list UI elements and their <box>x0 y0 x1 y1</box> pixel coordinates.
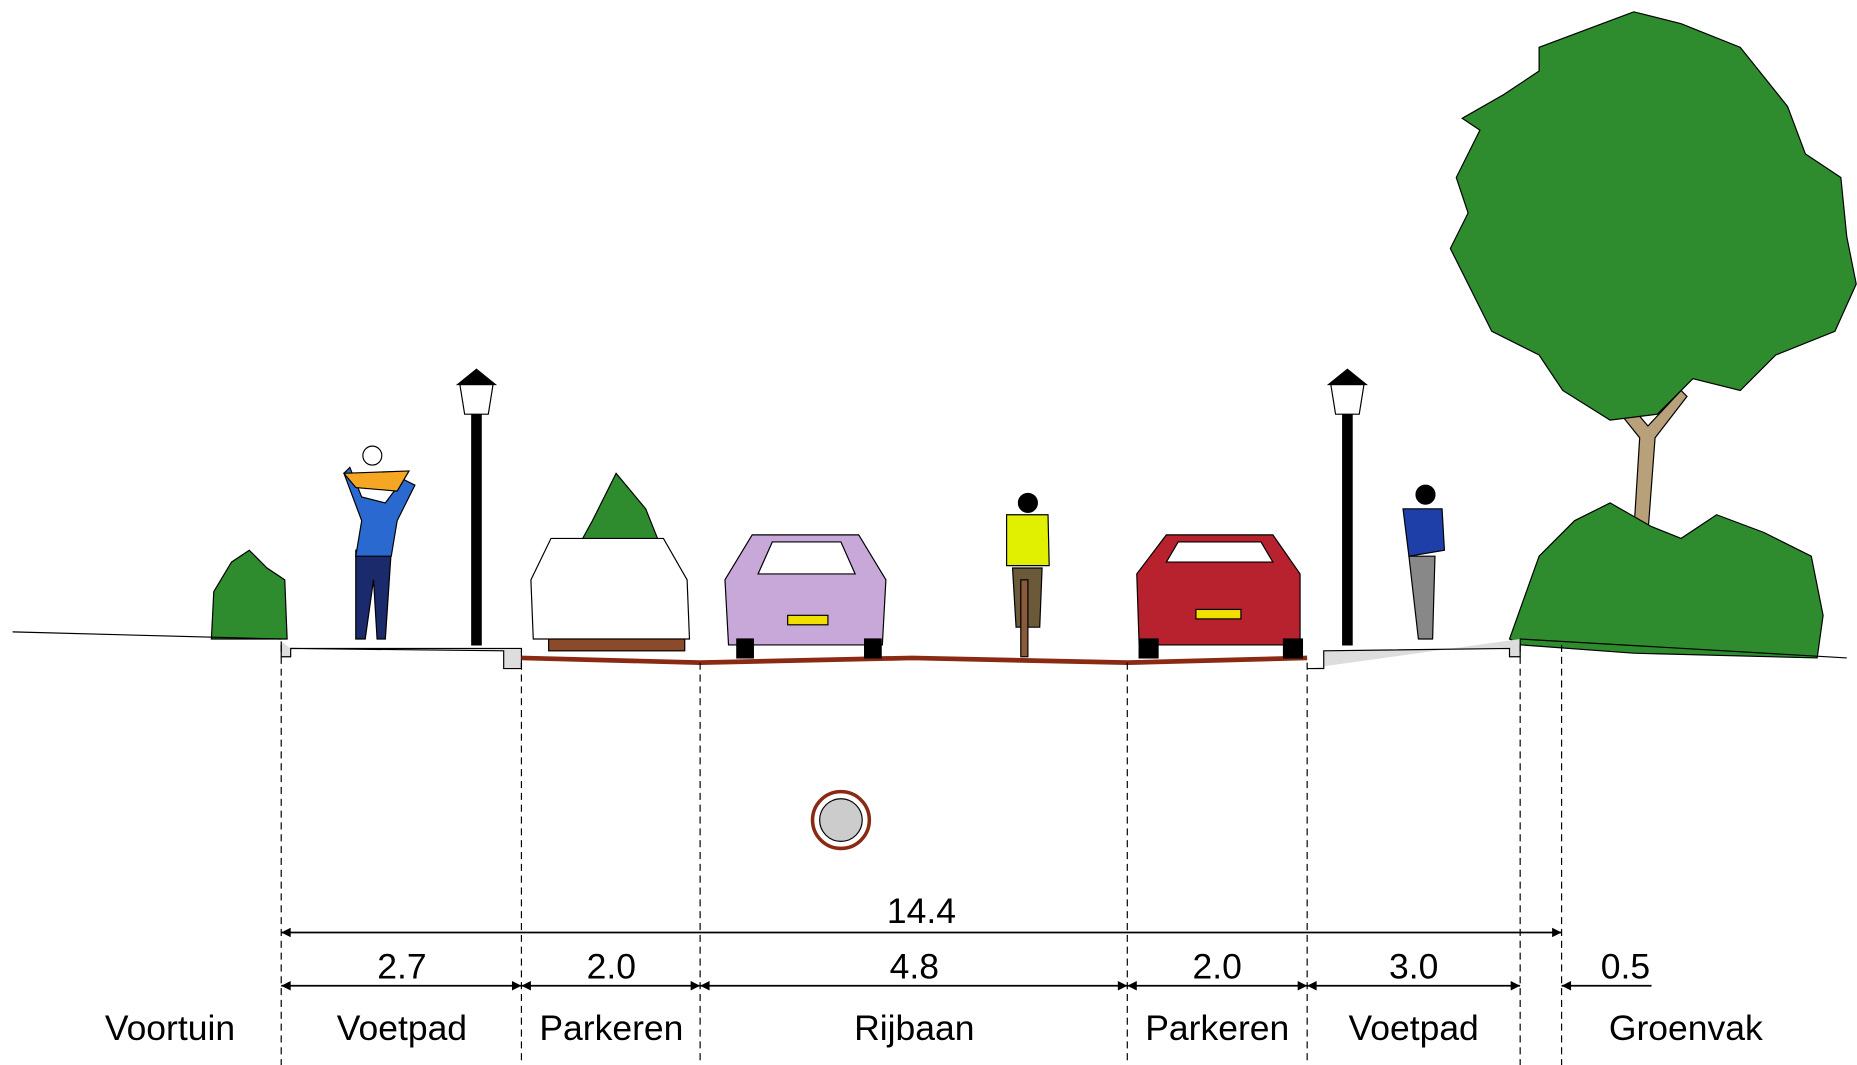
car <box>530 534 1304 659</box>
street-lamp <box>455 368 1368 646</box>
zone-width: 2.7 <box>377 947 426 987</box>
dimension-lines <box>280 644 1652 1065</box>
pipe <box>810 789 872 851</box>
total-width: 14.4 <box>887 891 956 931</box>
zone-label: Rijbaan <box>854 1008 974 1048</box>
zone-width: 2.0 <box>1193 947 1242 987</box>
zone-label: Groenvak <box>1609 1008 1763 1048</box>
pedestrian <box>342 445 1446 658</box>
zone-width: 2.0 <box>587 947 636 987</box>
zone-width: 3.0 <box>1389 947 1438 987</box>
zone-label: Voetpad <box>337 1008 467 1048</box>
zone-label: Voortuin <box>105 1008 235 1048</box>
zone-width: 0.5 <box>1601 947 1650 987</box>
zone-label: Voetpad <box>1349 1008 1479 1048</box>
zone-label: Parkeren <box>1145 1008 1289 1048</box>
zone-width: 4.8 <box>890 947 939 987</box>
zone-label: Parkeren <box>539 1008 683 1048</box>
tree <box>1449 11 1857 534</box>
